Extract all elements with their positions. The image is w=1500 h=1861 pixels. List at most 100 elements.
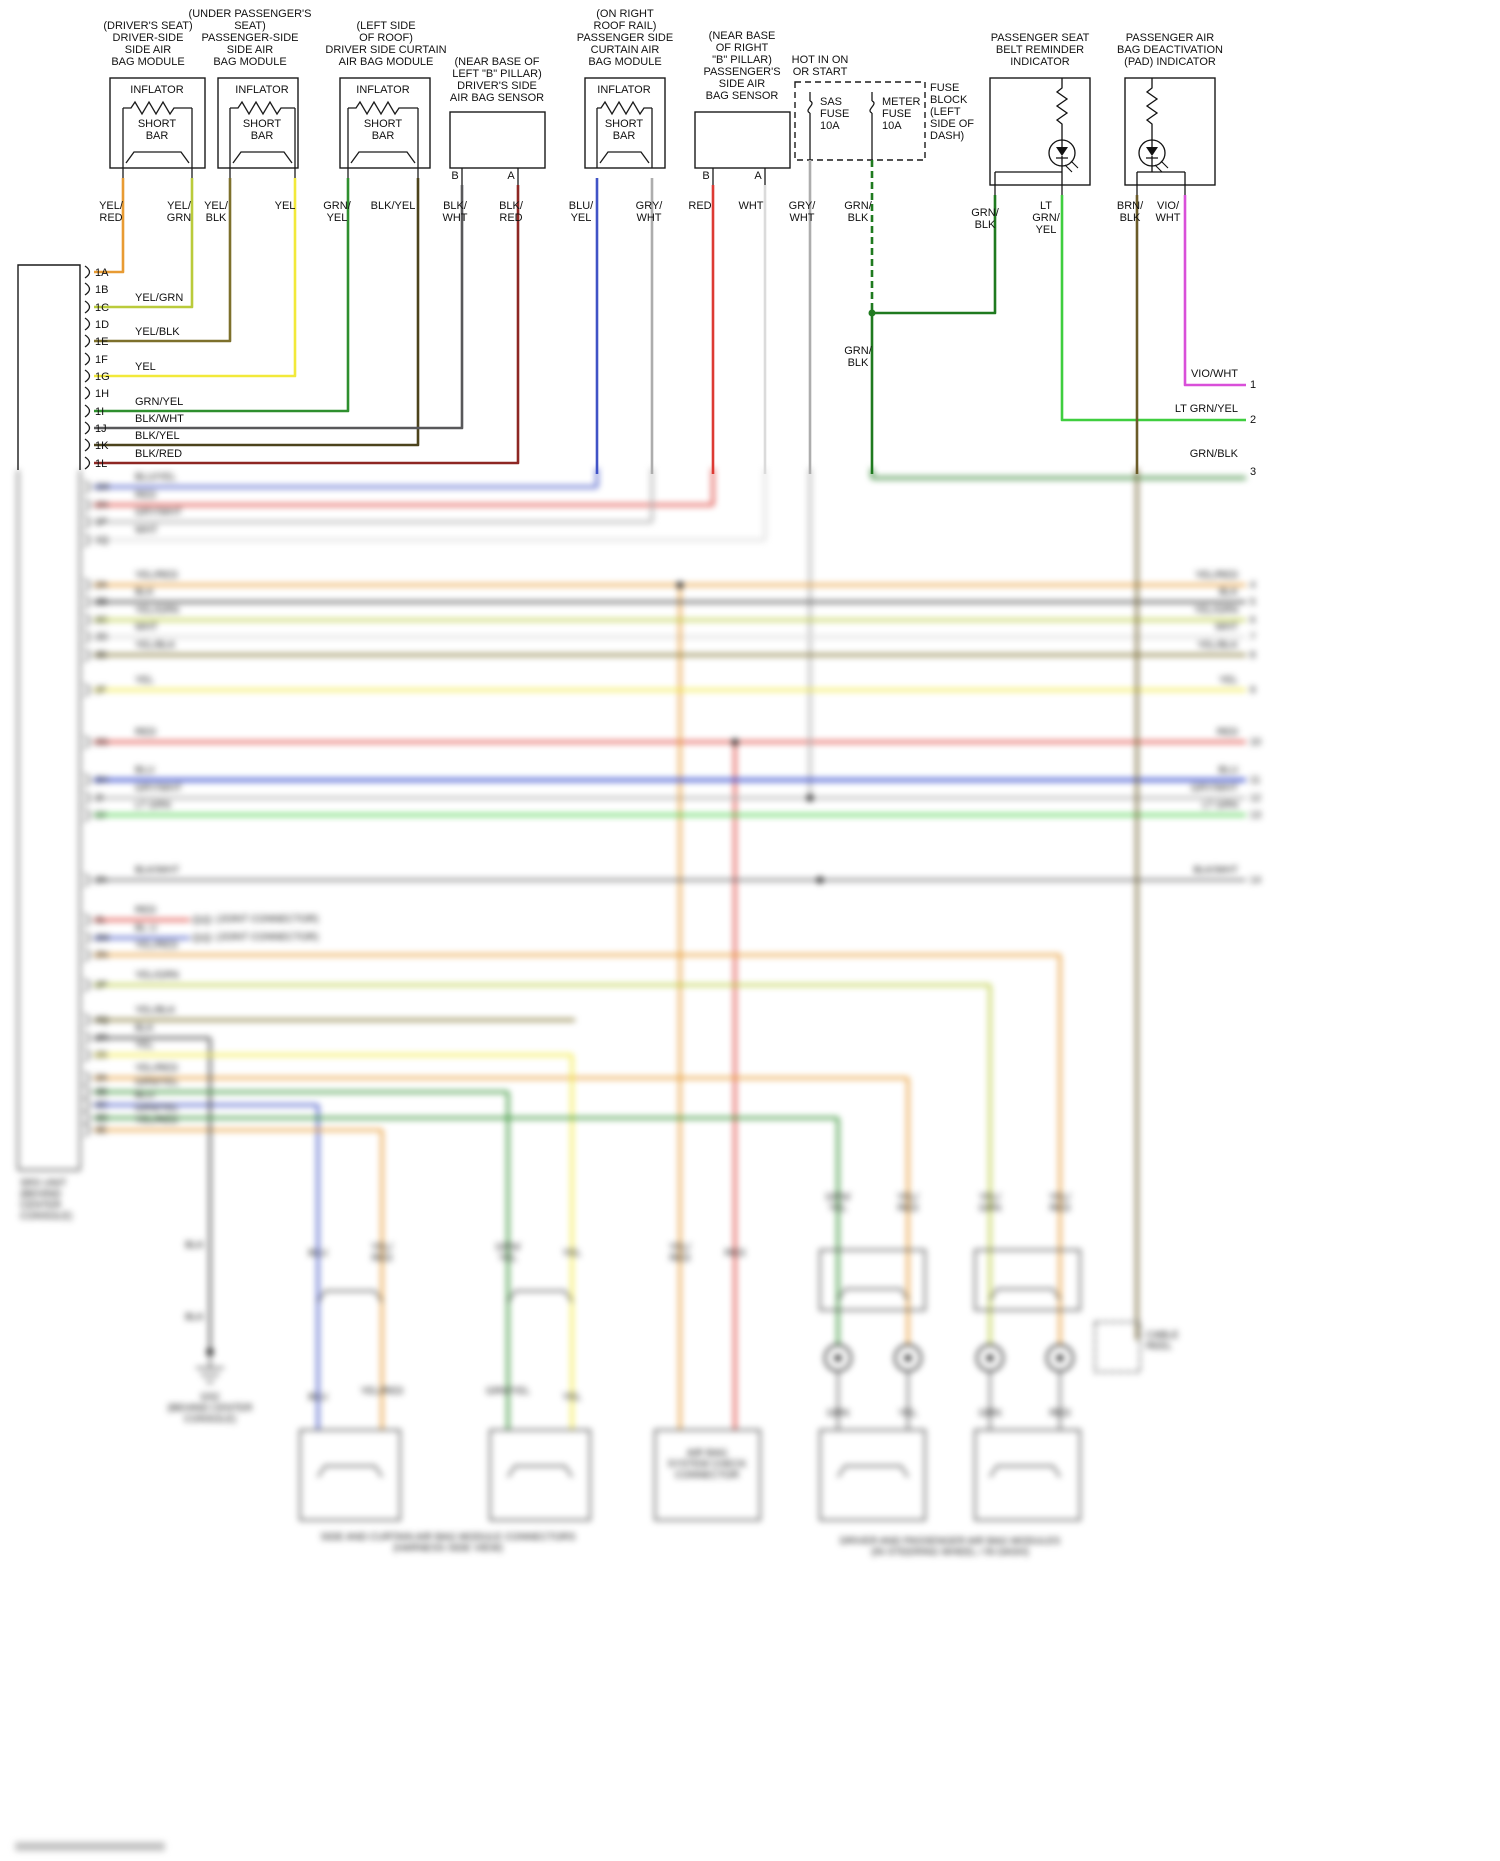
pin-label: 2C bbox=[95, 615, 108, 626]
wire-label: YEL bbox=[135, 1040, 154, 1051]
component-boxes bbox=[17, 77, 1216, 470]
wire-grn-yel bbox=[94, 1090, 840, 1430]
wire-label: BLU bbox=[135, 765, 155, 776]
wire-label: WHT bbox=[1215, 622, 1238, 633]
wire-label: GRN/BLK bbox=[971, 207, 999, 231]
wire-label: VIO/WHT bbox=[1155, 200, 1181, 224]
wire-grn-yel bbox=[94, 178, 350, 413]
wire-label: WHT bbox=[135, 622, 158, 633]
pin-number: 7 bbox=[1250, 632, 1256, 643]
mod3-title: (LEFT SIDE OF ROOF) DRIVER SIDE CURTAIN AIR… bbox=[325, 20, 447, 68]
pin-label: 1I bbox=[95, 406, 105, 418]
wire-label: RED bbox=[1049, 1408, 1071, 1419]
wire-label: GRN/YEL bbox=[486, 1386, 530, 1397]
wire-label: YEL/RED bbox=[135, 570, 178, 581]
pin-label: 1D bbox=[95, 319, 110, 331]
wire-grn-blk bbox=[870, 195, 997, 474]
inflator-label: INFLATOR bbox=[235, 84, 289, 96]
srs-unit-caption: SRS UNIT (BEHIND CENTER CONSOLE) bbox=[20, 1178, 73, 1222]
wire-red bbox=[94, 468, 1246, 1430]
pin-number: 3 bbox=[1250, 466, 1257, 478]
wire-label: WHT bbox=[738, 200, 764, 212]
wire-yel-blk bbox=[94, 653, 1246, 1022]
indicator-internals bbox=[994, 78, 1186, 185]
pin-label: 1L bbox=[95, 458, 108, 470]
wire-label: GRN bbox=[978, 1408, 1002, 1419]
short-bar-label: SHORT BAR bbox=[242, 118, 282, 142]
wire-label: BRN/BLK bbox=[1116, 200, 1144, 224]
pin-number: 1 bbox=[1250, 379, 1257, 391]
srs-unit-connector-box bbox=[17, 264, 81, 470]
right-modules-caption: DRIVER AND PASSENGER AIR BAG MODULES (IN … bbox=[839, 1536, 1061, 1558]
wire-label: YEL/BLK bbox=[204, 200, 228, 224]
wire-label: LT GRN bbox=[1202, 800, 1238, 811]
short-bar-label: SHORT BAR bbox=[137, 118, 177, 142]
pin-label: 1F bbox=[95, 354, 108, 366]
inflator-label: INFLATOR bbox=[356, 84, 410, 96]
cable-reel-label: CABLE REEL bbox=[1146, 1330, 1179, 1352]
wire-label: BLU bbox=[308, 1392, 328, 1403]
wire-label: GRN/BLK bbox=[844, 345, 872, 369]
sensor1-title: (NEAR BASE OF LEFT "B" PILLAR) DRIVER'S SI… bbox=[449, 56, 545, 104]
wire-label: GRN bbox=[826, 1408, 850, 1419]
wire-vio-wht bbox=[1183, 195, 1246, 387]
wire-label: YEL bbox=[135, 361, 156, 373]
wire-label: YEL/GRN bbox=[135, 970, 179, 981]
connector-pin-symbols bbox=[84, 265, 91, 470]
pin-label: 2Q bbox=[95, 1015, 109, 1026]
terminal-a: A bbox=[754, 170, 762, 182]
wire-label: YEL/RED bbox=[135, 1115, 178, 1126]
pin-label: 1P bbox=[95, 517, 108, 528]
pin-number: 6 bbox=[1250, 615, 1256, 626]
passenger-side-airbag-module-box bbox=[217, 77, 299, 169]
pin-label: 3C bbox=[95, 1100, 108, 1111]
pin-label: 2E bbox=[95, 650, 108, 661]
wire-label: BLU bbox=[308, 1248, 328, 1259]
pin-label: 1E bbox=[95, 336, 109, 348]
wire-label: RED bbox=[688, 200, 712, 212]
bottom-components bbox=[192, 915, 1141, 1521]
connector-continuation bbox=[17, 470, 91, 1171]
junction-dot bbox=[868, 309, 876, 317]
wire-label: GRN/YEL bbox=[135, 396, 184, 408]
wire-label: YEL/RED bbox=[1049, 1192, 1071, 1214]
wire-label: BL U bbox=[135, 923, 157, 934]
pin-number: 2 bbox=[1250, 414, 1257, 426]
terminal-b: B bbox=[702, 170, 710, 182]
pin-number: 9 bbox=[1250, 685, 1256, 696]
ground-caption: G52 (BEHIND CENTER CONSOLE) bbox=[167, 1392, 253, 1425]
left-modules-caption: SIDE AND CURTAIN AIR BAG MODULE CONNECTO… bbox=[320, 1532, 576, 1554]
wire-label: BLK/YEL bbox=[370, 200, 416, 212]
wire-yel-red bbox=[94, 178, 125, 274]
pin-label: 3D bbox=[95, 1113, 108, 1124]
meter-fuse-label: METER FUSE 10A bbox=[882, 96, 921, 132]
pin-label: 1B bbox=[95, 284, 109, 296]
pin-label: 1Q bbox=[95, 535, 109, 546]
top-wires bbox=[94, 160, 1246, 474]
wire-label: YEL/RED bbox=[99, 200, 123, 224]
pin-label: 2J bbox=[95, 810, 106, 821]
wire-label: GRY/WHT bbox=[1190, 783, 1238, 794]
wire-label: BLU/YEL bbox=[135, 472, 177, 483]
ind2-title: PASSENGER AIR BAG DEACTIVATION (PAD) INDIC… bbox=[1117, 32, 1223, 68]
pin-label: 2L bbox=[95, 915, 107, 926]
pin-label: 2I bbox=[95, 793, 104, 804]
blur-wires bbox=[94, 468, 1246, 1430]
wire-label: RED bbox=[135, 490, 157, 501]
wire-label: YEL/GRN bbox=[166, 200, 192, 224]
wire-label: BLK bbox=[135, 587, 154, 598]
joint-connector-label: (JOINT CONNECTOR) bbox=[216, 914, 319, 925]
schematic-art bbox=[17, 77, 1246, 474]
wire-blk-wht bbox=[94, 185, 464, 430]
inflator-label: INFLATOR bbox=[130, 84, 184, 96]
pin-label: 3A bbox=[95, 1073, 108, 1084]
mod2-title: (UNDER PASSENGER'S SEAT) PASSENGER-SIDE SID… bbox=[188, 8, 312, 68]
wire-label: GRN/BLK bbox=[844, 200, 872, 224]
wire-label: YEL/BLK bbox=[135, 640, 176, 651]
ground-symbol bbox=[196, 1352, 224, 1383]
wire-label: YEL bbox=[135, 675, 154, 686]
wire-label: VIO/WHT bbox=[1190, 368, 1238, 380]
wire-yel-grn bbox=[94, 618, 1246, 1345]
